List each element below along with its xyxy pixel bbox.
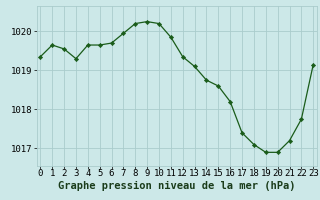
X-axis label: Graphe pression niveau de la mer (hPa): Graphe pression niveau de la mer (hPa) [58, 181, 296, 191]
